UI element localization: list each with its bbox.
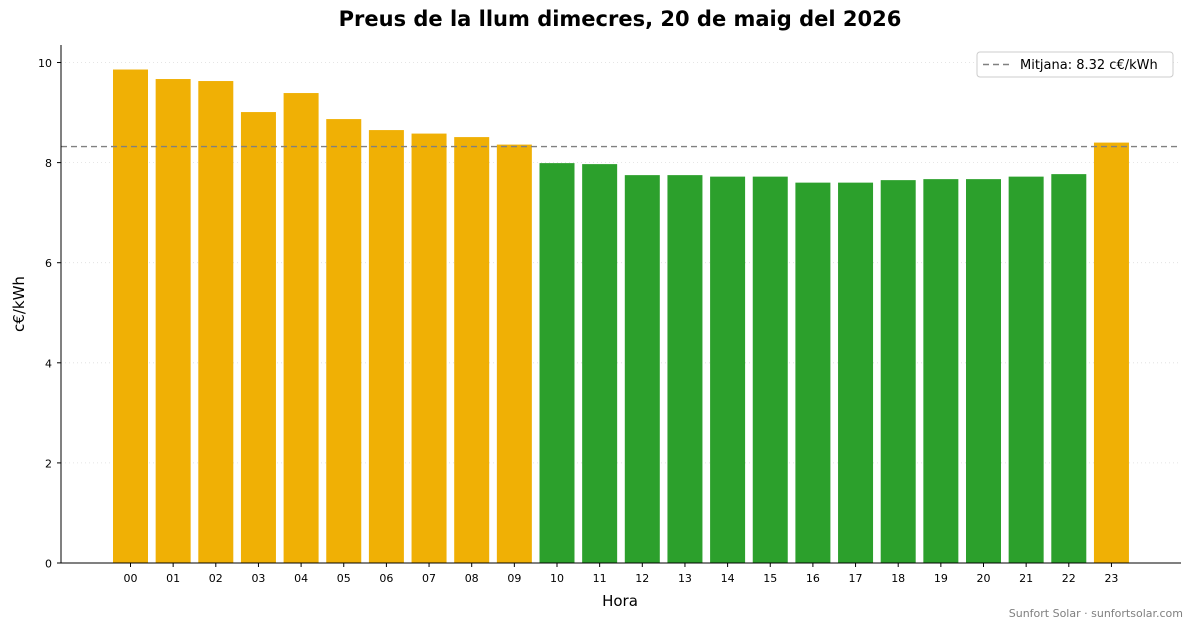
- bar-hour-05: [326, 119, 362, 563]
- x-tick-label: 08: [465, 572, 479, 585]
- x-tick-label: 07: [422, 572, 436, 585]
- bar-hour-04: [283, 93, 319, 563]
- bar-hour-06: [368, 130, 404, 563]
- x-tick-label: 06: [379, 572, 393, 585]
- x-tick-label: 21: [1019, 572, 1033, 585]
- y-tick-label: 2: [45, 457, 52, 470]
- bar-hour-16: [795, 182, 831, 563]
- bar-hour-20: [966, 179, 1001, 564]
- x-tick-label: 03: [251, 572, 265, 585]
- x-tick-label: 12: [635, 572, 649, 585]
- x-tick-label: 05: [337, 572, 351, 585]
- bar-hour-18: [880, 180, 916, 563]
- bar-hour-21: [1008, 176, 1044, 563]
- bar-hour-12: [624, 175, 660, 563]
- y-axis-label: c€/kWh: [10, 276, 28, 332]
- x-tick-label: 13: [678, 572, 692, 585]
- bar-hour-15: [752, 176, 788, 563]
- credit-text: Sunfort Solar · sunfortsolar.com: [1009, 607, 1183, 620]
- y-tick-label: 0: [45, 558, 52, 571]
- x-tick-label: 01: [166, 572, 180, 585]
- bar-hour-00: [113, 69, 148, 563]
- bar-hour-17: [838, 182, 874, 563]
- bar-hour-01: [155, 79, 191, 564]
- bar-hour-10: [539, 163, 575, 563]
- x-tick-label: 11: [593, 572, 607, 585]
- y-tick-label: 10: [38, 57, 52, 70]
- x-tick-label: 16: [806, 572, 820, 585]
- y-tick-label: 8: [45, 157, 52, 170]
- x-tick-label: 19: [934, 572, 948, 585]
- x-axis-label: Hora: [602, 592, 638, 610]
- bar-hour-09: [496, 144, 532, 563]
- x-tick-labels: 00 01 02 03 04 05 06 07 08 09 10 11 12 13 14 15 16 17 18 19…: [124, 563, 1118, 585]
- bar-hour-02: [198, 81, 234, 563]
- bar-hour-13: [667, 175, 703, 563]
- x-tick-label: 17: [849, 572, 863, 585]
- bars: [113, 69, 1129, 564]
- bar-hour-08: [454, 137, 490, 564]
- gridlines: [61, 62, 1181, 464]
- bar-hour-14: [710, 176, 746, 563]
- bar-hour-22: [1051, 174, 1087, 563]
- x-tick-label: 00: [124, 572, 138, 585]
- x-tick-label: 23: [1104, 572, 1118, 585]
- y-tick-label: 4: [45, 357, 52, 370]
- bar-hour-11: [582, 164, 618, 563]
- x-tick-label: 20: [977, 572, 991, 585]
- x-tick-label: 15: [763, 572, 777, 585]
- bar-hour-23: [1093, 142, 1129, 563]
- legend-average-label: Mitjana: 8.32 c€/kWh: [1020, 58, 1158, 73]
- y-tick-label: 6: [45, 257, 52, 270]
- bar-hour-07: [411, 133, 447, 563]
- chart-title: Preus de la llum dimecres, 20 de maig de…: [339, 7, 902, 31]
- legend-box: [976, 51, 1174, 78]
- x-tick-label: 09: [507, 572, 521, 585]
- y-tick-labels: 0 2 4 6 8 10: [38, 57, 61, 571]
- x-tick-label: 04: [294, 572, 308, 585]
- legend: Mitjana: 8.32 c€/kWh: [976, 51, 1174, 78]
- x-tick-label: 14: [721, 572, 735, 585]
- bar-hour-19: [923, 179, 959, 564]
- x-tick-label: 18: [891, 572, 905, 585]
- x-tick-label: 22: [1062, 572, 1076, 585]
- axes: [60, 45, 1181, 564]
- x-tick-label: 02: [209, 572, 223, 585]
- bar-hour-03: [240, 112, 276, 564]
- x-tick-label: 10: [550, 572, 564, 585]
